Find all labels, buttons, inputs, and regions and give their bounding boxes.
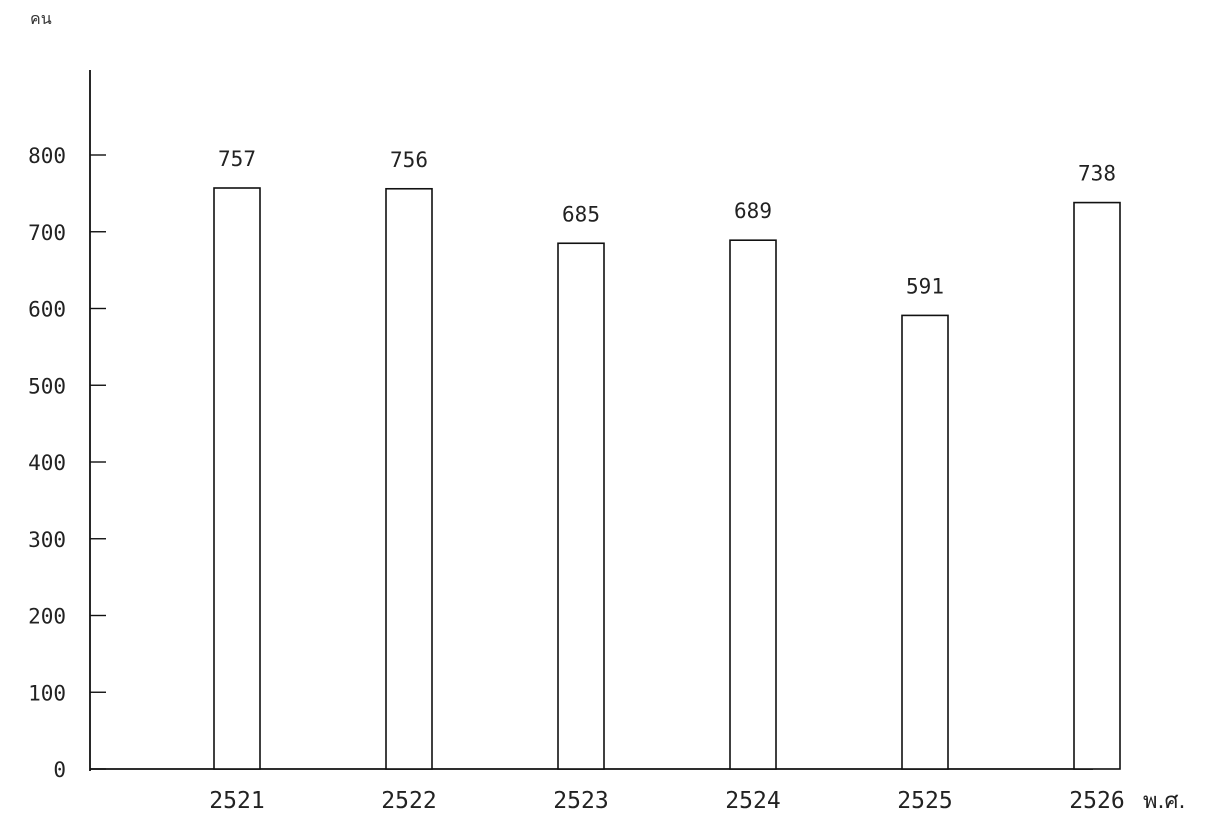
y-tick-label: 600 xyxy=(28,298,66,322)
x-tick-label: 2524 xyxy=(725,788,780,814)
x-axis-unit: พ.ศ. xyxy=(1143,789,1185,814)
y-tick-label: 800 xyxy=(28,144,66,168)
x-tick-label: 2525 xyxy=(897,788,952,814)
value-labels: 757 756 685 689 591 738 xyxy=(218,147,1116,298)
bar-value-label: 685 xyxy=(562,202,600,226)
bar-value-label: 756 xyxy=(390,148,428,172)
y-axis-ticks: 0 100 200 300 400 500 600 700 800 xyxy=(28,144,106,782)
bars xyxy=(213,187,1121,770)
x-tick-label: 2523 xyxy=(553,788,608,814)
x-axis-labels: 2521 2522 2523 2524 2525 2526 xyxy=(209,788,1124,814)
bar-value-label: 757 xyxy=(218,147,256,171)
y-axis-title: คน xyxy=(30,9,52,28)
y-tick-label: 300 xyxy=(28,528,66,552)
y-tick-label: 200 xyxy=(28,605,66,629)
y-tick-label: 0 xyxy=(53,758,66,782)
x-tick-label: 2522 xyxy=(381,788,436,814)
bar xyxy=(385,187,433,770)
bar-value-label: 591 xyxy=(906,274,944,298)
x-tick-label: 2526 xyxy=(1069,788,1124,814)
y-tick-label: 400 xyxy=(28,451,66,475)
bar xyxy=(213,187,261,770)
x-tick-label: 2521 xyxy=(209,788,264,814)
bar xyxy=(901,314,949,770)
y-tick-label: 700 xyxy=(28,221,66,245)
bar xyxy=(729,239,777,770)
bar xyxy=(557,242,605,770)
y-tick-label: 500 xyxy=(28,374,66,398)
y-tick-label: 100 xyxy=(28,681,66,705)
bar-value-label: 689 xyxy=(734,199,772,223)
bar xyxy=(1073,201,1121,770)
bar-value-label: 738 xyxy=(1078,162,1116,186)
